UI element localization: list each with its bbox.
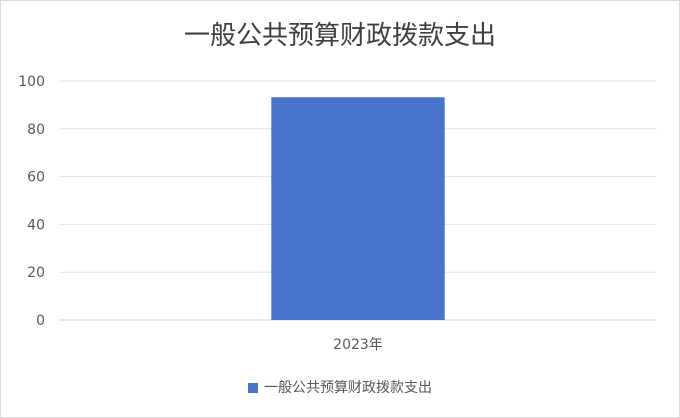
- legend-label: 一般公共预算财政拨款支出: [264, 380, 432, 396]
- legend: 一般公共预算财政拨款支出: [1, 377, 679, 397]
- y-tick-label: 60: [27, 170, 45, 186]
- y-tick-label: 40: [27, 217, 45, 233]
- y-tick-label: 100: [18, 74, 45, 90]
- y-tick-label: 20: [27, 265, 45, 281]
- bar: [271, 97, 445, 320]
- x-tick-label: 2023年: [333, 337, 383, 353]
- legend-swatch: [248, 383, 258, 393]
- y-tick-label: 0: [36, 313, 45, 329]
- chart-title: 一般公共预算财政拨款支出: [183, 21, 496, 51]
- y-tick-label: 80: [27, 122, 45, 138]
